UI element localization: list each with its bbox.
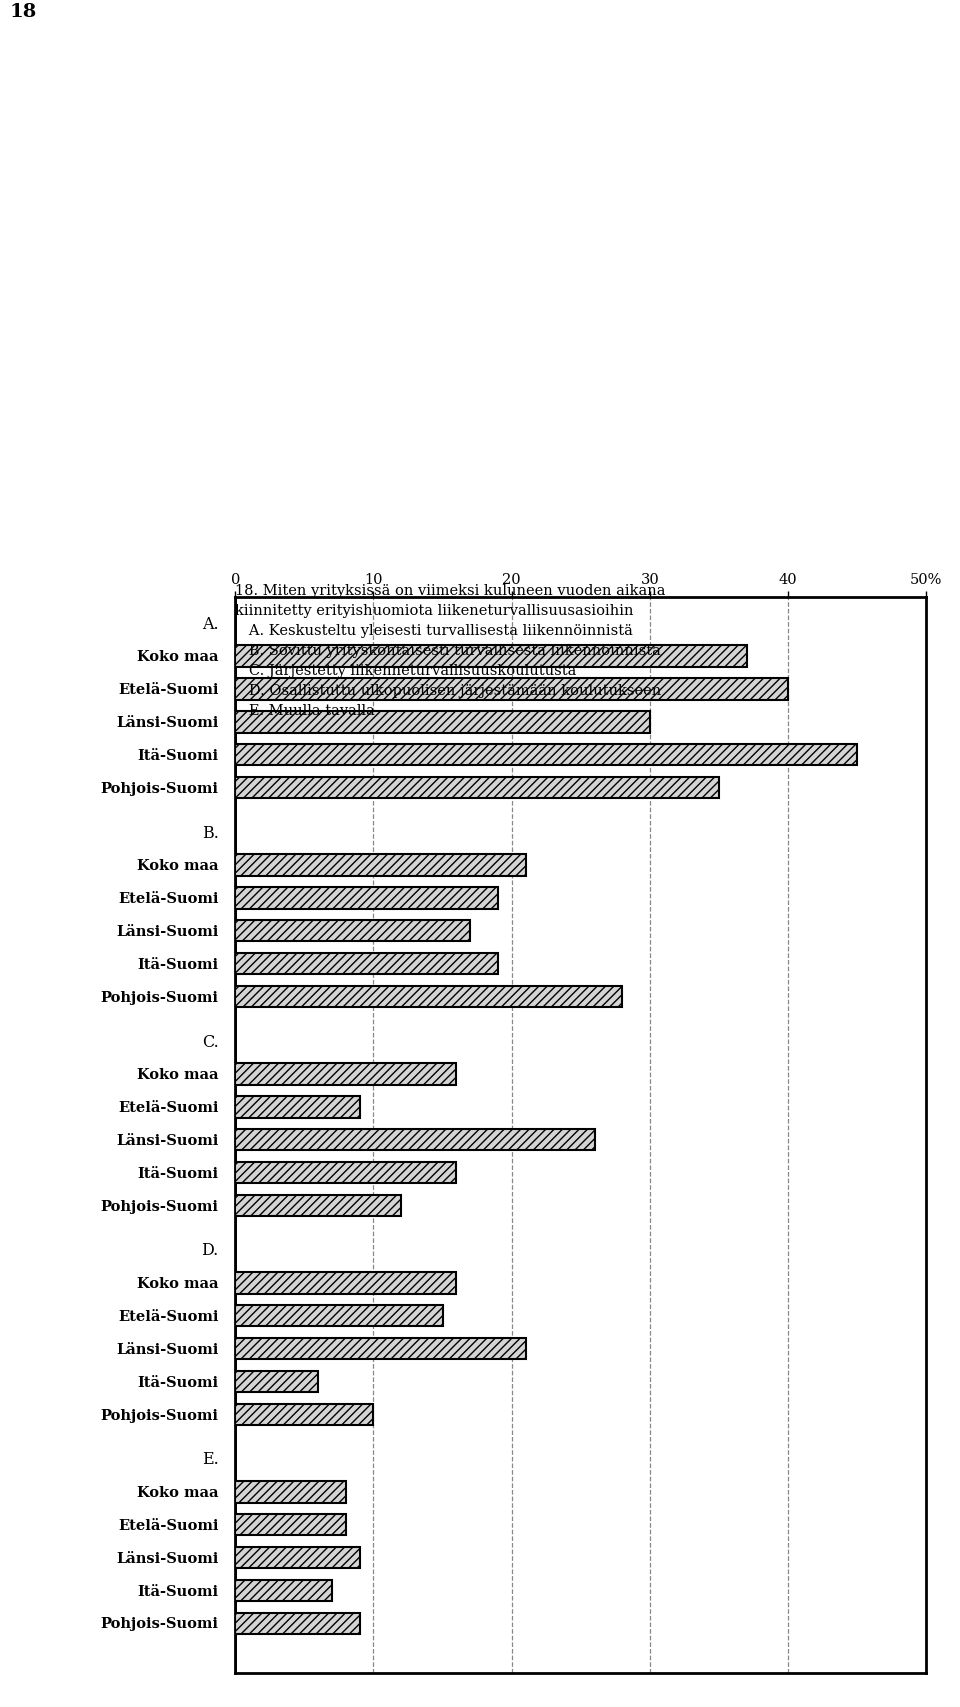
Text: Koko maa: Koko maa — [137, 1277, 219, 1290]
Text: A.: A. — [202, 615, 219, 632]
Bar — [235, 987, 622, 1007]
Bar — [235, 1272, 456, 1294]
Bar — [235, 679, 788, 700]
Text: Etelä-Suomi: Etelä-Suomi — [118, 1518, 219, 1531]
Bar — [235, 1581, 332, 1601]
Bar — [235, 1482, 346, 1502]
Bar — [235, 1338, 525, 1359]
Text: Itä-Suomi: Itä-Suomi — [137, 748, 219, 763]
Bar — [235, 1547, 360, 1569]
Text: Pohjois-Suomi: Pohjois-Suomi — [101, 782, 219, 795]
Bar — [235, 1306, 443, 1326]
Bar — [235, 855, 525, 876]
Bar — [235, 1162, 456, 1183]
Text: Etelä-Suomi: Etelä-Suomi — [118, 1309, 219, 1323]
Text: Etelä-Suomi: Etelä-Suomi — [118, 683, 219, 696]
Text: Koko maa: Koko maa — [137, 1485, 219, 1499]
Text: Itä-Suomi: Itä-Suomi — [137, 1374, 219, 1389]
Text: Itä-Suomi: Itä-Suomi — [137, 958, 219, 971]
Bar — [235, 1514, 346, 1536]
Bar — [235, 777, 719, 799]
Text: Koko maa: Koko maa — [137, 650, 219, 664]
Bar — [235, 1130, 594, 1151]
Text: D.: D. — [202, 1241, 219, 1258]
Text: Länsi-Suomi: Länsi-Suomi — [116, 1550, 219, 1565]
Bar — [235, 888, 498, 910]
Text: Pohjois-Suomi: Pohjois-Suomi — [101, 1408, 219, 1422]
Bar — [235, 1371, 318, 1393]
Text: Itä-Suomi: Itä-Suomi — [137, 1584, 219, 1598]
Text: Länsi-Suomi: Länsi-Suomi — [116, 1133, 219, 1147]
Text: Itä-Suomi: Itä-Suomi — [137, 1166, 219, 1180]
Bar — [235, 744, 857, 766]
Text: Koko maa: Koko maa — [137, 1067, 219, 1081]
Text: Länsi-Suomi: Länsi-Suomi — [116, 715, 219, 729]
Text: Pohjois-Suomi: Pohjois-Suomi — [101, 1617, 219, 1630]
Bar — [235, 712, 650, 732]
Bar — [235, 920, 470, 942]
Bar — [235, 1613, 360, 1634]
Text: E.: E. — [202, 1451, 219, 1468]
Text: Pohjois-Suomi: Pohjois-Suomi — [101, 990, 219, 1004]
Text: C.: C. — [202, 1033, 219, 1050]
Bar — [235, 1195, 401, 1217]
Bar — [235, 645, 747, 667]
Text: Länsi-Suomi: Länsi-Suomi — [116, 1342, 219, 1355]
Text: Länsi-Suomi: Länsi-Suomi — [116, 923, 219, 939]
Text: 18: 18 — [10, 3, 36, 22]
Bar — [235, 1096, 360, 1118]
Bar — [235, 1403, 373, 1425]
Text: Koko maa: Koko maa — [137, 859, 219, 872]
Text: Etelä-Suomi: Etelä-Suomi — [118, 891, 219, 905]
Text: Pohjois-Suomi: Pohjois-Suomi — [101, 1198, 219, 1214]
Bar — [235, 1063, 456, 1086]
Text: B.: B. — [202, 824, 219, 842]
Text: Etelä-Suomi: Etelä-Suomi — [118, 1101, 219, 1115]
Bar — [235, 954, 498, 975]
Text: 18. Miten yrityksissä on viimeksi kuluneen vuoden aikana
kiinnitetty erityishuom: 18. Miten yrityksissä on viimeksi kulune… — [235, 584, 665, 719]
